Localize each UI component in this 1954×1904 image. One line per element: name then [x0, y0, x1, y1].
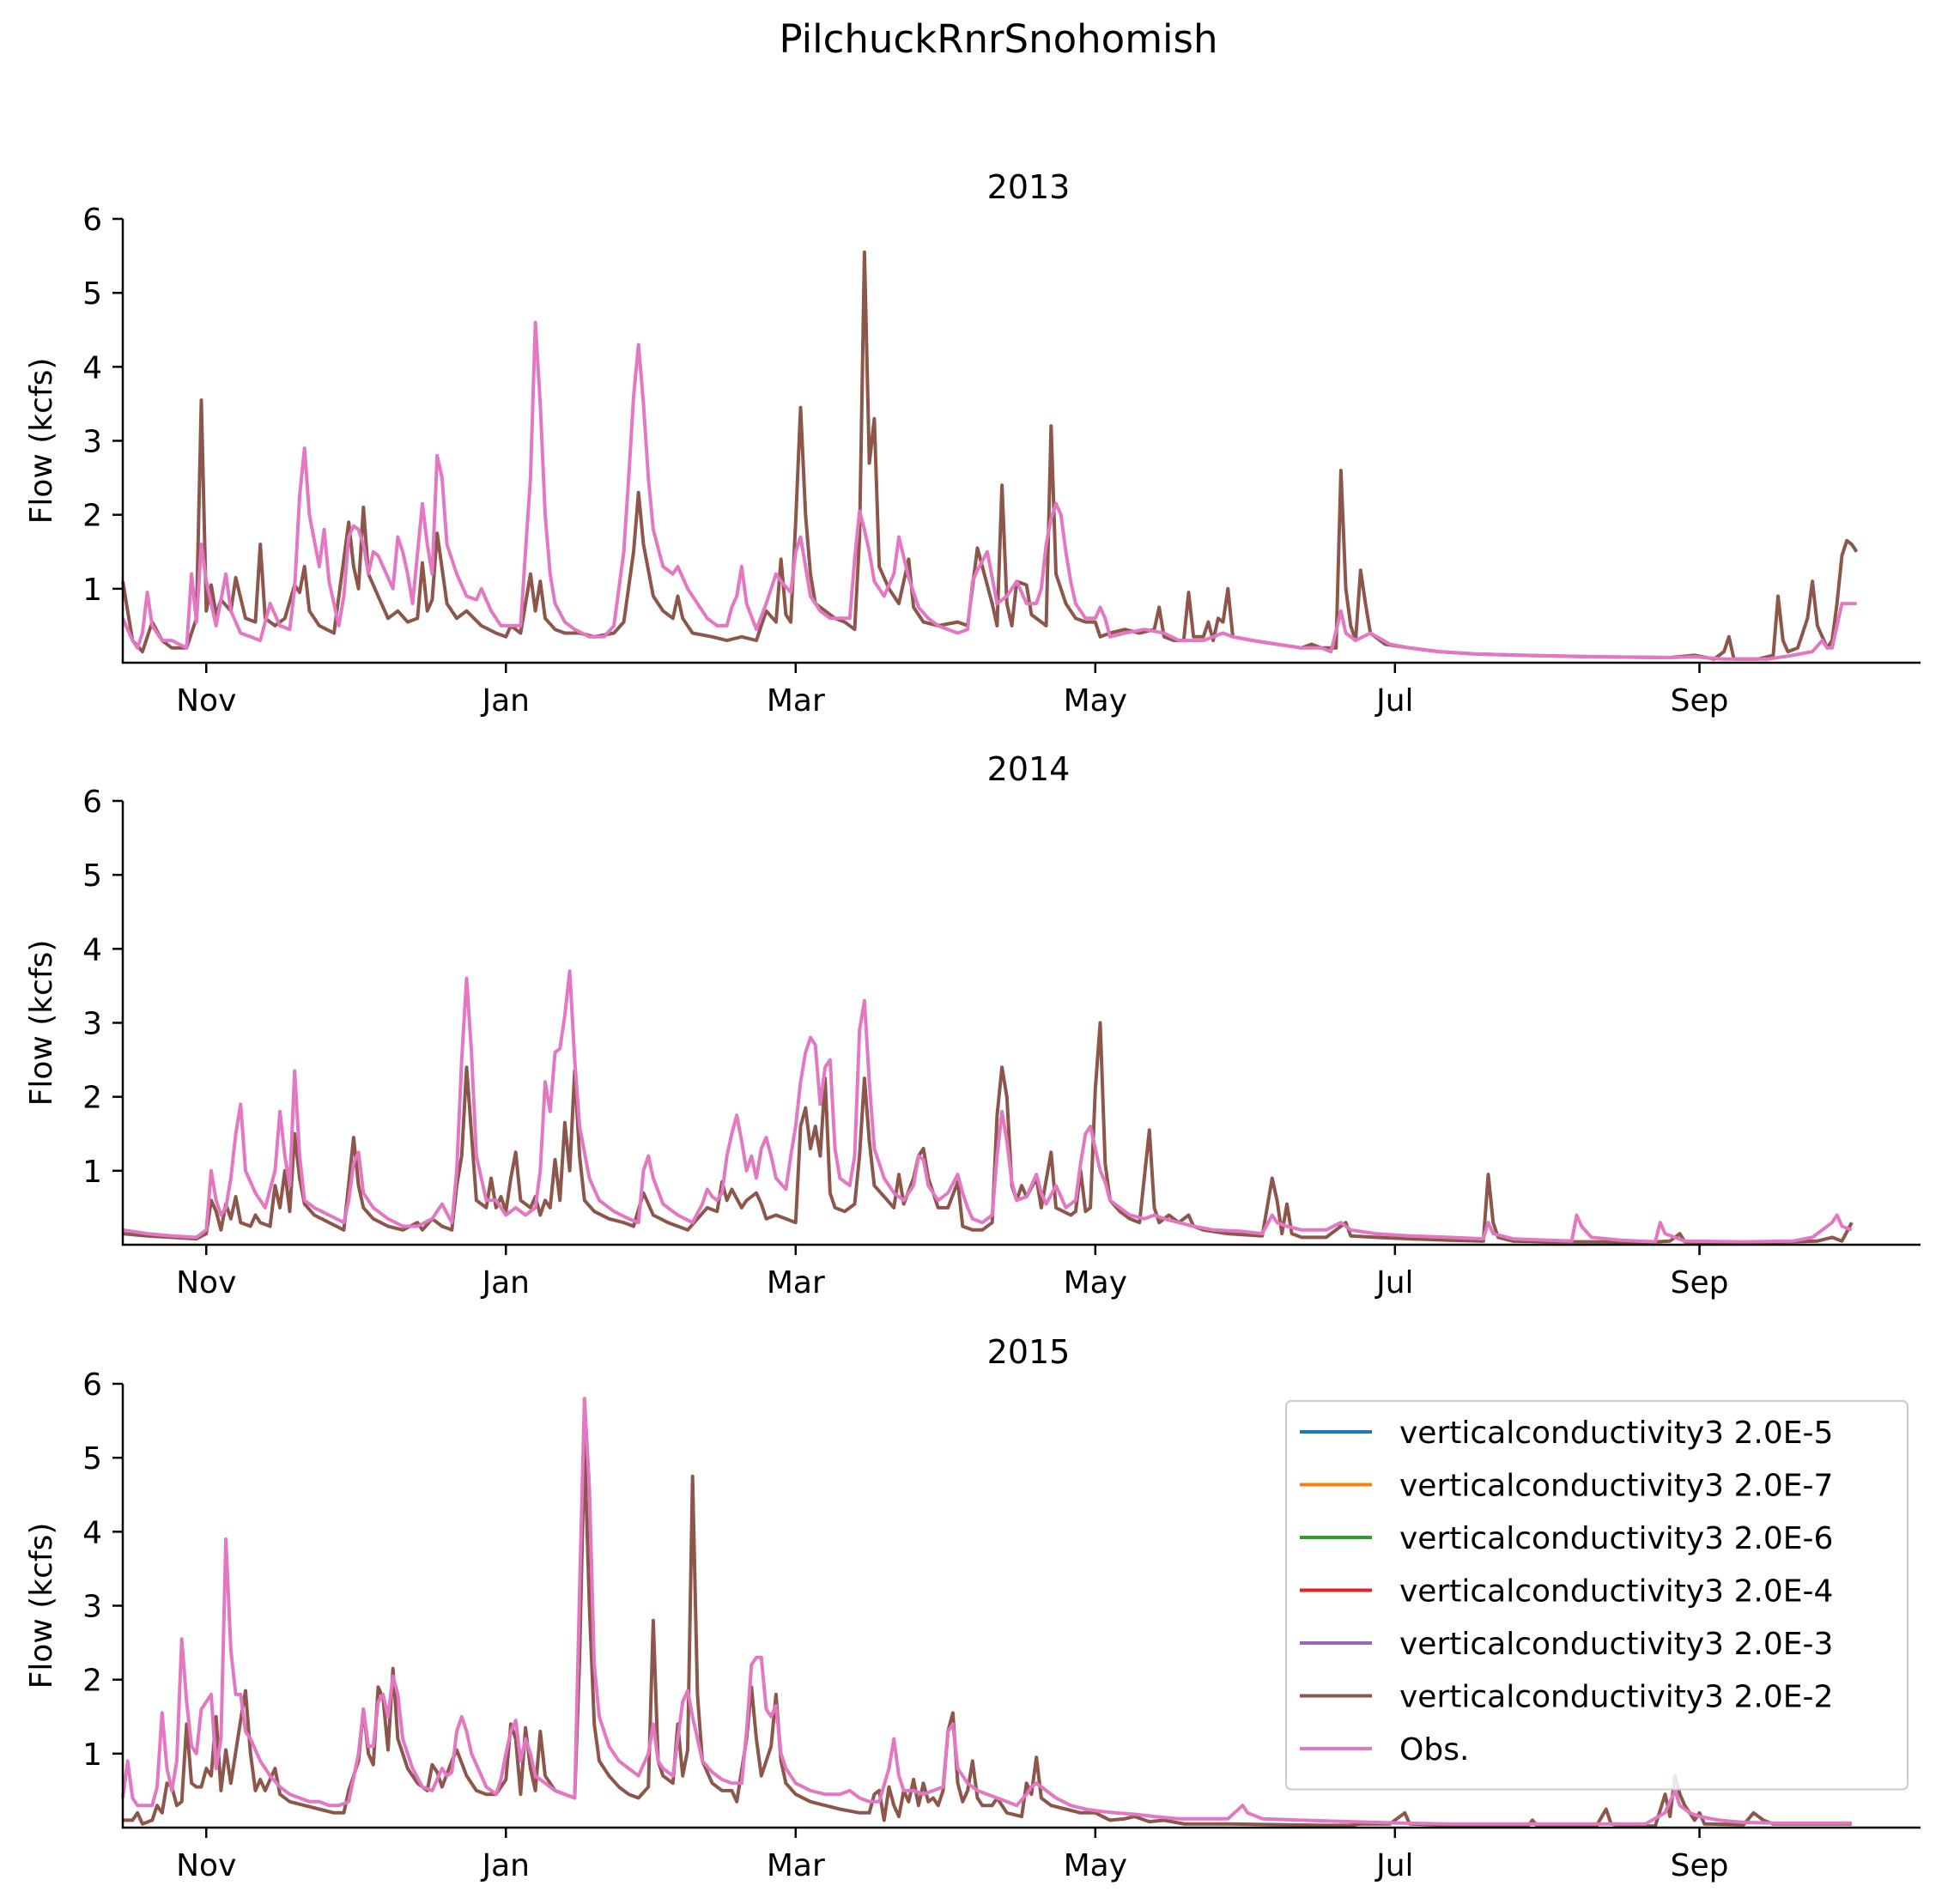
y-tick-label: 5 — [82, 276, 102, 312]
legend-label: verticalconductivity3 2.0E-7 — [1399, 1469, 1833, 1504]
figure-suptitle: PilchuckRnrSnohomish — [780, 16, 1218, 62]
subplot-title: 2013 — [987, 168, 1071, 206]
x-tick-label: Jul — [1374, 1848, 1413, 1883]
y-tick-label: 1 — [82, 1737, 102, 1773]
x-tick-label: Nov — [176, 1848, 236, 1883]
x-tick-label: Jul — [1374, 1265, 1413, 1301]
subplot-title: 2014 — [987, 750, 1071, 788]
x-tick-label: Nov — [176, 1265, 236, 1301]
x-tick-label: Jan — [481, 683, 531, 719]
y-tick-label: 6 — [82, 785, 102, 820]
x-tick-label: Jan — [481, 1265, 531, 1301]
x-tick-label: Nov — [176, 683, 236, 719]
legend-label: Obs. — [1399, 1732, 1469, 1768]
x-tick-label: May — [1064, 683, 1127, 719]
y-tick-label: 6 — [82, 1367, 102, 1403]
y-tick-label: 6 — [82, 203, 102, 238]
legend-label: verticalconductivity3 2.0E-2 — [1399, 1680, 1833, 1715]
legend-label: verticalconductivity3 2.0E-3 — [1399, 1627, 1833, 1662]
y-tick-label: 1 — [82, 1155, 102, 1190]
y-tick-label: 3 — [82, 1007, 102, 1042]
y-tick-label: 3 — [82, 1590, 102, 1625]
series-line-obs — [122, 969, 1853, 1244]
y-axis-label: Flow (kcfs) — [24, 940, 59, 1107]
series-line-vc-2e-2 — [123, 1440, 1852, 1828]
y-tick-label: 2 — [82, 1664, 102, 1699]
series-line-vc-2e-2 — [122, 1021, 1854, 1245]
subplot-2014: 2014 Flow (kcfs) 1 2 3 4 5 6 Nov Jan Mar May Jul Sep — [24, 750, 1921, 1301]
y-tick-label: 2 — [82, 499, 102, 534]
y-tick-label: 4 — [82, 932, 102, 967]
y-tick-label: 5 — [82, 858, 102, 894]
x-tick-label: Mar — [767, 1265, 825, 1301]
legend-label: verticalconductivity3 2.0E-6 — [1399, 1521, 1833, 1556]
y-axis-label: Flow (kcfs) — [24, 1523, 59, 1689]
legend: verticalconductivity3 2.0E-5 verticalcond… — [1285, 1400, 1908, 1791]
legend-label: verticalconductivity3 2.0E-4 — [1399, 1574, 1833, 1610]
y-tick-label: 4 — [82, 1515, 102, 1550]
x-tick-label: Sep — [1671, 1265, 1729, 1301]
x-tick-label: Sep — [1671, 1848, 1729, 1883]
subplot-title: 2015 — [987, 1333, 1071, 1371]
series-line-vc-2e-2 — [121, 250, 1859, 661]
x-tick-label: May — [1064, 1265, 1127, 1301]
y-tick-label: 4 — [82, 350, 102, 385]
x-tick-label: Mar — [767, 683, 825, 719]
y-axis-label: Flow (kcfs) — [24, 358, 59, 525]
x-tick-label: Sep — [1671, 683, 1729, 719]
y-tick-label: 1 — [82, 573, 102, 608]
y-tick-label: 2 — [82, 1081, 102, 1116]
x-tick-label: Jan — [481, 1848, 531, 1883]
subplot-2013: 2013 Flow (kcfs) 1 2 3 4 5 6 Nov Jan Mar May Jul Sep — [24, 168, 1921, 719]
legend-label: verticalconductivity3 2.0E-5 — [1399, 1416, 1833, 1451]
series-line-obs — [121, 320, 1857, 661]
x-tick-label: Mar — [767, 1848, 825, 1883]
x-tick-label: May — [1064, 1848, 1127, 1883]
legend-frame — [1285, 1400, 1908, 1791]
y-tick-label: 3 — [82, 425, 102, 460]
subplot-2015: 2015 Flow (kcfs) 1 2 3 4 5 6 Nov Jan Mar May Jul Sep v… — [24, 1333, 1921, 1883]
series-line-obs — [121, 1397, 1852, 1826]
x-tick-label: Jul — [1374, 683, 1413, 719]
y-tick-label: 5 — [82, 1441, 102, 1477]
